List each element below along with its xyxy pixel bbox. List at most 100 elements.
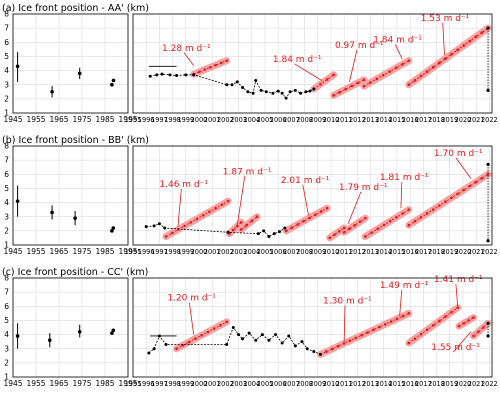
- advance-point: [342, 230, 346, 234]
- x-tick-label: 1997: [151, 116, 168, 124]
- advance-point: [419, 332, 423, 336]
- advance-point: [419, 74, 423, 78]
- data-point: [110, 82, 114, 87]
- advance-band: [470, 319, 492, 340]
- advance-point: [200, 333, 203, 337]
- advance-point: [425, 70, 429, 73]
- advance-point: [314, 213, 317, 216]
- data-point: [48, 338, 52, 343]
- front-position-point: [148, 74, 152, 78]
- advance-point: [457, 324, 461, 328]
- x-tick-label: 2020: [455, 380, 472, 388]
- rate-annotation: 1.53 m d⁻¹: [421, 14, 470, 24]
- advance-point: [235, 224, 239, 228]
- x-tick-label: 2011: [336, 116, 353, 124]
- y-tick-label: 6: [4, 38, 9, 47]
- advance-point: [360, 333, 363, 337]
- advance-point: [395, 216, 398, 219]
- advance-point: [302, 219, 305, 223]
- x-tick-label: 2001: [204, 116, 221, 124]
- left-subplot: 1945 1955 1965 1975 1985 1995: [3, 145, 138, 256]
- x-tick-label: 2007: [283, 380, 300, 388]
- advance-point: [201, 214, 205, 217]
- front-position-point: [287, 334, 291, 338]
- advance-point: [438, 61, 441, 65]
- front-position-point: [230, 83, 234, 87]
- advance-trend-line: [313, 74, 334, 90]
- front-position-point: [312, 350, 316, 354]
- front-position-point: [251, 91, 255, 95]
- x-tick-label: 2004: [243, 380, 260, 388]
- x-tick-label: 2015: [389, 380, 406, 388]
- front-position-trace: [146, 223, 286, 238]
- x-tick-label: 1995: [118, 115, 137, 124]
- x-tick-label: 1995: [118, 247, 137, 256]
- x-tick-label: 1965: [49, 115, 68, 124]
- advance-point: [250, 219, 254, 223]
- advance-point: [319, 210, 323, 213]
- data-point: [111, 78, 116, 83]
- y-tick-label: 4: [4, 198, 9, 207]
- x-tick-label: 2000: [191, 116, 208, 124]
- y-tick-label: 1: [4, 109, 9, 118]
- right-subplot: 1995199619971998199920002001200220032004…: [125, 275, 498, 388]
- advance-point: [431, 208, 435, 211]
- front-position-point: [271, 91, 275, 95]
- advance-point: [206, 330, 210, 334]
- advance-point: [208, 66, 212, 69]
- front-position-point: [304, 90, 308, 94]
- x-tick-label: 1985: [95, 115, 114, 124]
- x-tick-label: 1995: [125, 116, 142, 124]
- advance-point: [239, 221, 243, 224]
- y-tick-label: 4: [4, 66, 9, 75]
- advance-point: [225, 59, 229, 62]
- advance-point: [468, 184, 472, 188]
- y-tick-label: 5: [4, 316, 9, 325]
- x-tick-label: 2018: [428, 116, 445, 124]
- annotation-arrow: [343, 305, 346, 342]
- x-tick-label: 1996: [138, 116, 155, 124]
- advance-point: [187, 340, 191, 344]
- advance-point: [245, 223, 248, 227]
- advance-point: [395, 317, 399, 321]
- y-tick-label: 8: [4, 274, 9, 283]
- y-tick-label: 2: [4, 358, 9, 367]
- advance-point: [474, 35, 478, 39]
- front-position-point: [262, 229, 266, 233]
- rate-annotation: 1.87 m d⁻¹: [223, 167, 272, 177]
- data-point: [111, 226, 116, 230]
- x-tick-label: 2003: [230, 248, 247, 256]
- front-position-point: [272, 232, 276, 236]
- rate-annotation: 1.84 m d⁻¹: [273, 55, 322, 65]
- right-subplot: 1995199619971998199920002001200220032004…: [125, 145, 498, 256]
- rate-annotation: 1.41 m d⁻¹: [434, 275, 483, 285]
- y-tick-label: 7: [4, 156, 9, 165]
- data-point: [15, 199, 20, 203]
- front-position-point: [192, 73, 196, 77]
- calving-top-point: [486, 321, 490, 325]
- advance-point: [450, 310, 453, 314]
- advance-point: [342, 226, 346, 230]
- y-tick-label: 8: [4, 10, 9, 19]
- front-position-point: [155, 73, 159, 77]
- x-tick-label: 1985: [95, 379, 114, 388]
- advance-point: [197, 70, 201, 74]
- advance-point: [325, 350, 328, 353]
- data-point: [110, 229, 114, 233]
- x-tick-label: 1995: [125, 248, 142, 256]
- advance-point: [362, 78, 366, 82]
- x-tick-label: 2010: [323, 116, 340, 124]
- advance-point: [366, 331, 369, 334]
- x-tick-label: 2007: [283, 116, 300, 124]
- y-tick-label: 3: [4, 212, 9, 221]
- data-point: [77, 71, 82, 76]
- x-tick-label: 1955: [26, 379, 45, 388]
- advance-point: [407, 83, 411, 87]
- x-tick-label: 2019: [441, 380, 458, 388]
- annotation-arrow: [400, 181, 403, 209]
- advance-point: [336, 344, 340, 348]
- advance-point: [330, 347, 334, 351]
- x-tick-label: 2002: [217, 248, 234, 256]
- data-point: [15, 334, 20, 338]
- y-tick-label: 5: [4, 184, 9, 193]
